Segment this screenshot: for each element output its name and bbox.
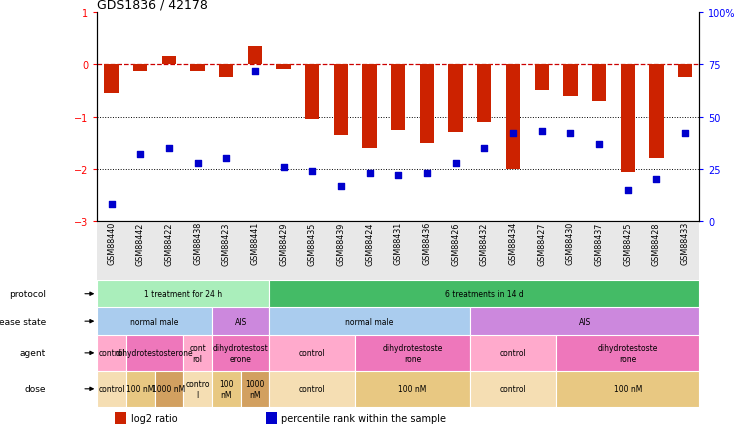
Bar xyxy=(269,308,470,335)
Text: control: control xyxy=(299,349,325,358)
Point xyxy=(679,131,691,138)
Bar xyxy=(621,65,635,172)
Point xyxy=(564,131,576,138)
Text: AIS: AIS xyxy=(578,317,591,326)
Text: disease state: disease state xyxy=(0,317,46,326)
Bar xyxy=(449,65,463,133)
Point xyxy=(650,177,663,184)
Text: 100 nM: 100 nM xyxy=(126,385,154,393)
Point xyxy=(306,168,318,175)
Text: control: control xyxy=(299,385,325,393)
Bar xyxy=(470,371,556,407)
Point xyxy=(507,131,519,138)
Text: dihydrotestoste
rone: dihydrotestoste rone xyxy=(598,343,658,363)
Text: normal male: normal male xyxy=(130,317,179,326)
Point xyxy=(278,164,289,171)
Bar xyxy=(355,371,470,407)
Bar xyxy=(162,57,176,65)
Bar xyxy=(105,65,119,94)
Bar xyxy=(391,65,405,130)
Point xyxy=(105,201,117,208)
Text: dihydrotestost
erone: dihydrotestost erone xyxy=(212,343,269,363)
Text: dose: dose xyxy=(25,385,46,393)
Text: 100 nM: 100 nM xyxy=(613,385,642,393)
Text: cont
rol: cont rol xyxy=(189,343,206,363)
Bar xyxy=(97,371,126,407)
Point xyxy=(191,160,203,167)
Point xyxy=(249,68,261,75)
Bar xyxy=(334,65,348,135)
Text: control: control xyxy=(98,349,125,358)
Point xyxy=(593,141,605,148)
Bar xyxy=(355,335,470,371)
Bar xyxy=(277,65,291,69)
Bar xyxy=(305,65,319,120)
Bar xyxy=(97,308,212,335)
Text: control: control xyxy=(500,385,527,393)
Bar xyxy=(269,335,355,371)
Text: dihydrotestoste
rone: dihydrotestoste rone xyxy=(382,343,443,363)
Text: agent: agent xyxy=(19,349,46,358)
Bar xyxy=(115,413,126,424)
Bar xyxy=(363,65,377,148)
Bar xyxy=(183,335,212,371)
Text: control: control xyxy=(98,385,125,393)
Bar xyxy=(506,65,520,170)
Point xyxy=(135,151,147,158)
Bar xyxy=(678,65,692,78)
Bar xyxy=(155,371,183,407)
Text: 100 nM: 100 nM xyxy=(399,385,427,393)
Point xyxy=(622,187,634,194)
Bar xyxy=(126,335,183,371)
Bar xyxy=(212,335,269,371)
Bar xyxy=(649,65,663,159)
Text: log2 ratio: log2 ratio xyxy=(131,413,177,423)
Text: dihydrotestosterone: dihydrotestosterone xyxy=(116,349,194,358)
Text: percentile rank within the sample: percentile rank within the sample xyxy=(281,413,447,423)
Bar xyxy=(556,335,699,371)
Text: contro
l: contro l xyxy=(186,379,210,398)
Bar xyxy=(420,65,434,143)
Bar xyxy=(556,371,699,407)
Bar xyxy=(97,280,269,308)
Text: GDS1836 / 42178: GDS1836 / 42178 xyxy=(97,0,208,12)
Bar xyxy=(191,65,205,72)
Bar xyxy=(269,280,699,308)
Point xyxy=(421,170,433,177)
Bar xyxy=(269,371,355,407)
Bar xyxy=(219,65,233,78)
Bar xyxy=(212,308,269,335)
Bar xyxy=(266,413,277,424)
Bar xyxy=(126,371,155,407)
Text: normal male: normal male xyxy=(346,317,394,326)
Bar xyxy=(535,65,549,91)
Bar xyxy=(183,371,212,407)
Text: control: control xyxy=(500,349,527,358)
Bar xyxy=(248,47,262,65)
Bar xyxy=(241,371,269,407)
Point xyxy=(364,170,375,177)
Text: 100
nM: 100 nM xyxy=(219,379,233,398)
Bar xyxy=(133,65,147,72)
Bar xyxy=(470,335,556,371)
Text: 1 treatment for 24 h: 1 treatment for 24 h xyxy=(144,289,222,299)
Bar xyxy=(477,65,491,122)
Point xyxy=(536,128,548,135)
Text: 1000 nM: 1000 nM xyxy=(153,385,186,393)
Text: AIS: AIS xyxy=(234,317,247,326)
Point xyxy=(450,160,462,167)
Bar xyxy=(97,335,126,371)
Point xyxy=(163,145,175,152)
Bar xyxy=(592,65,606,102)
Point xyxy=(479,145,491,152)
Point xyxy=(393,172,405,179)
Bar xyxy=(563,65,577,96)
Text: protocol: protocol xyxy=(9,289,46,299)
Bar xyxy=(212,371,241,407)
Text: 6 treatments in 14 d: 6 treatments in 14 d xyxy=(445,289,524,299)
Point xyxy=(220,156,232,163)
Text: 1000
nM: 1000 nM xyxy=(245,379,265,398)
Point xyxy=(335,183,347,190)
Bar xyxy=(470,308,699,335)
